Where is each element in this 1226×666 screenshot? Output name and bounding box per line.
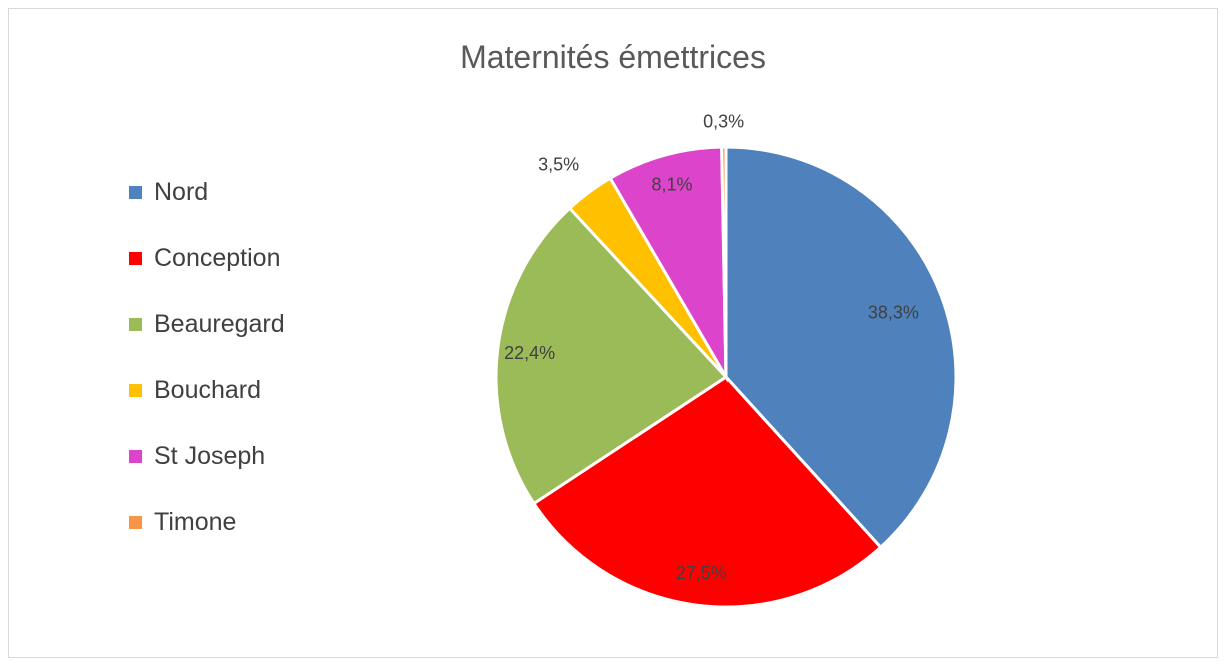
legend-label-nord: Nord bbox=[154, 177, 209, 206]
data-label-bouchard: 3,5% bbox=[538, 154, 579, 174]
legend-swatch-bouchard bbox=[129, 383, 142, 397]
data-label-timone: 0,3% bbox=[703, 112, 744, 132]
legend-item-beauregard: Beauregard bbox=[129, 291, 285, 357]
legend-label-st-joseph: St Joseph bbox=[154, 441, 266, 470]
chart-title: Maternités émettrices bbox=[460, 39, 766, 75]
data-label-conception: 27,5% bbox=[676, 563, 727, 583]
legend-swatch-conception bbox=[129, 251, 142, 265]
legend-label-bouchard: Bouchard bbox=[154, 375, 262, 404]
legend-swatch-timone bbox=[129, 515, 142, 529]
data-label-nord: 38,3% bbox=[868, 302, 919, 322]
legend-label-conception: Conception bbox=[154, 243, 281, 272]
legend-label-beauregard: Beauregard bbox=[154, 309, 285, 338]
data-label-beauregard: 22,4% bbox=[504, 343, 555, 363]
legend-swatch-nord bbox=[129, 185, 142, 199]
legend-label-timone: Timone bbox=[154, 507, 237, 536]
pie-slice-nord bbox=[724, 145, 958, 550]
pie-slice-conception bbox=[531, 375, 883, 609]
pie-slice-st-joseph bbox=[608, 145, 728, 383]
data-label-st-joseph: 8,1% bbox=[652, 174, 693, 194]
legend-item-conception: Conception bbox=[129, 225, 285, 291]
legend: Nord Conception Beauregard Bouchard St J… bbox=[129, 159, 285, 555]
pie-slice-beauregard bbox=[494, 206, 729, 506]
legend-item-st-joseph: St Joseph bbox=[129, 423, 285, 489]
legend-swatch-st-joseph bbox=[129, 449, 142, 463]
pie-slice-timone bbox=[720, 145, 728, 378]
legend-item-bouchard: Bouchard bbox=[129, 357, 285, 423]
legend-item-timone: Timone bbox=[129, 489, 285, 555]
legend-swatch-beauregard bbox=[129, 317, 142, 331]
legend-item-nord: Nord bbox=[129, 159, 285, 225]
